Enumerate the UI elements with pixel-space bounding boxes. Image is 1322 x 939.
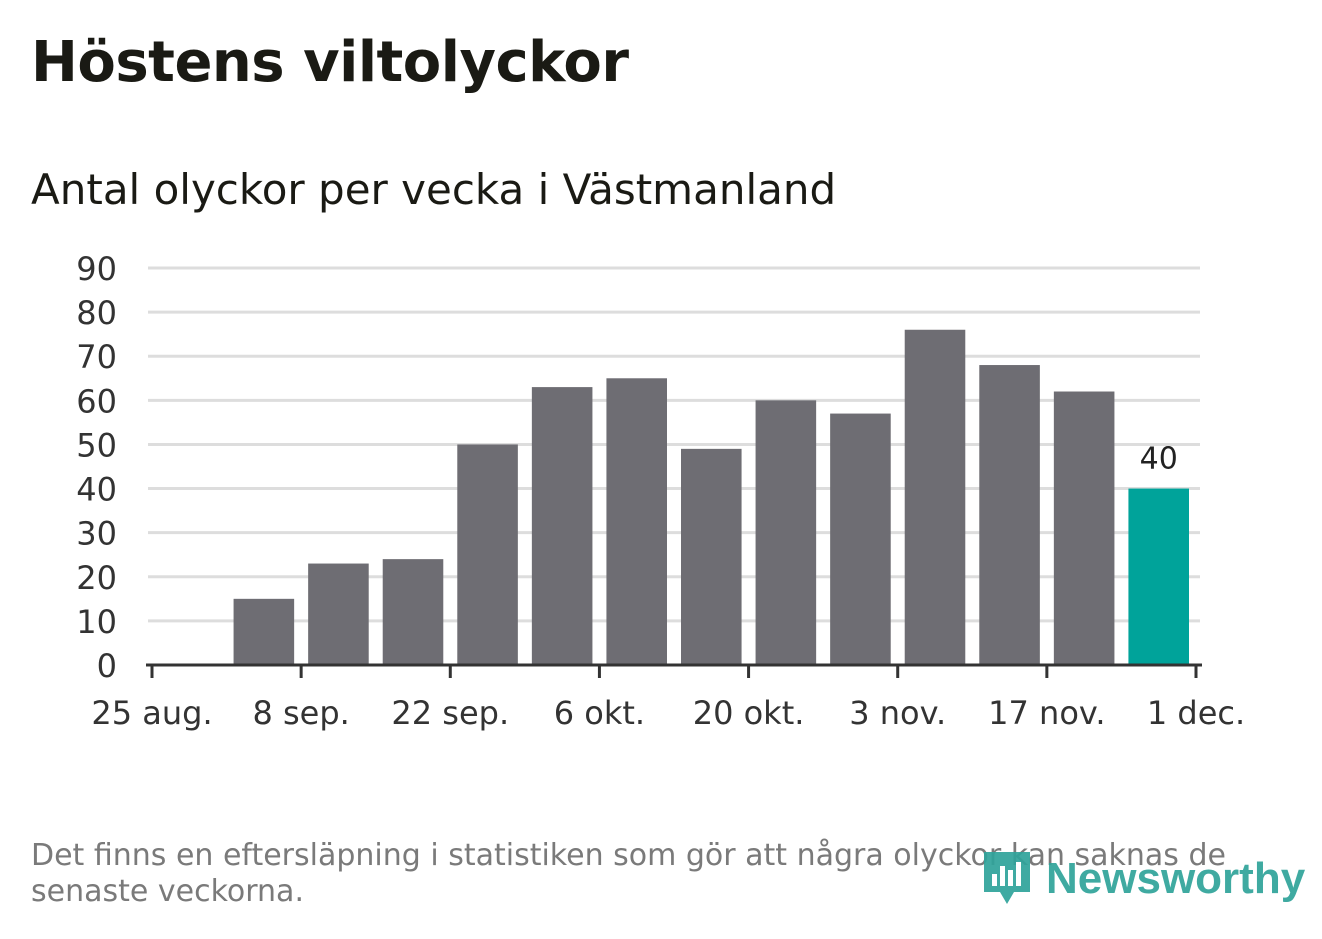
bar-value-label: 40 bbox=[1140, 442, 1178, 477]
y-tick-label: 10 bbox=[76, 603, 117, 641]
bar bbox=[979, 365, 1040, 665]
bar bbox=[382, 559, 444, 665]
bar bbox=[904, 329, 966, 665]
x-tick-label: 22 sep. bbox=[391, 694, 509, 732]
x-tick-label: 17 nov. bbox=[988, 694, 1105, 732]
bar bbox=[1053, 391, 1115, 665]
x-axis bbox=[146, 663, 1202, 678]
x-tick-label: 25 aug. bbox=[91, 694, 212, 732]
x-tick-label: 8 sep. bbox=[252, 694, 349, 732]
x-axis-labels: 25 aug. 8 sep. 22 sep. 6 okt. 20 okt. 3 nov. 1… bbox=[91, 694, 1245, 732]
y-tick-label: 50 bbox=[76, 426, 117, 464]
newsworthy-logo-icon bbox=[984, 852, 1030, 904]
x-tick-label: 6 okt. bbox=[554, 694, 645, 732]
x-tick-label: 20 okt. bbox=[693, 694, 805, 732]
y-tick-label: 80 bbox=[76, 294, 117, 332]
grid-lines bbox=[148, 266, 1200, 623]
x-tick-label: 1 dec. bbox=[1147, 694, 1245, 732]
y-tick-label: 70 bbox=[76, 338, 117, 376]
bar bbox=[830, 413, 891, 665]
y-tick-label: 60 bbox=[76, 382, 117, 420]
chart-title: Höstens viltolyckor bbox=[31, 30, 629, 95]
bars bbox=[233, 329, 1189, 665]
newsworthy-logo: Newsworthy bbox=[980, 848, 1305, 910]
bar-highlight bbox=[1128, 488, 1189, 665]
bar bbox=[755, 400, 817, 665]
y-axis-labels: 0 10 20 30 40 50 60 70 80 90 bbox=[76, 250, 117, 685]
chart-subtitle: Antal olyckor per vecka i Västmanland bbox=[31, 165, 837, 214]
bar-chart: 0 10 20 30 40 50 60 70 80 90 25 aug. 8 sep. 22 sep.… bbox=[76, 250, 1245, 732]
bar bbox=[233, 598, 295, 665]
bar bbox=[531, 387, 593, 665]
y-tick-label: 40 bbox=[76, 471, 117, 509]
y-tick-label: 0 bbox=[97, 647, 117, 685]
bar bbox=[606, 378, 667, 665]
bar bbox=[308, 563, 369, 665]
y-tick-label: 20 bbox=[76, 559, 117, 597]
newsworthy-brand: Newsworthy bbox=[1046, 854, 1306, 903]
y-tick-label: 30 bbox=[76, 515, 117, 553]
bar bbox=[681, 448, 742, 665]
bar bbox=[457, 444, 518, 665]
x-tick-label: 3 nov. bbox=[849, 694, 946, 732]
data-labels: 40 bbox=[1140, 442, 1178, 477]
y-tick-label: 90 bbox=[76, 250, 117, 288]
